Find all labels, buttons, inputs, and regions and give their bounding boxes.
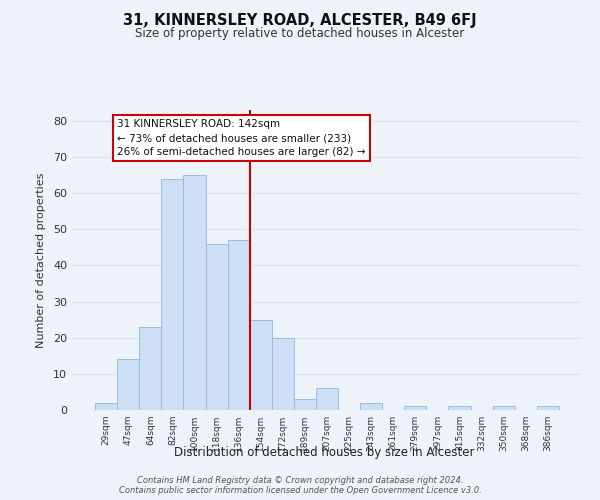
Text: 31, KINNERSLEY ROAD, ALCESTER, B49 6FJ: 31, KINNERSLEY ROAD, ALCESTER, B49 6FJ [123, 12, 477, 28]
Bar [272, 338, 294, 410]
Bar [95, 403, 117, 410]
Bar [250, 320, 272, 410]
Text: Size of property relative to detached houses in Alcester: Size of property relative to detached ho… [136, 28, 464, 40]
Text: 31 KINNERSLEY ROAD: 142sqm
← 73% of detached houses are smaller (233)
26% of sem: 31 KINNERSLEY ROAD: 142sqm ← 73% of deta… [117, 119, 366, 157]
Bar [294, 399, 316, 410]
Bar [227, 240, 250, 410]
Bar [404, 406, 427, 410]
Bar [206, 244, 227, 410]
Bar [139, 327, 161, 410]
Bar [117, 360, 139, 410]
Bar [360, 403, 382, 410]
Text: Contains HM Land Registry data © Crown copyright and database right 2024.
Contai: Contains HM Land Registry data © Crown c… [119, 476, 481, 495]
Bar [493, 406, 515, 410]
Bar [316, 388, 338, 410]
Y-axis label: Number of detached properties: Number of detached properties [36, 172, 46, 348]
Bar [537, 406, 559, 410]
Bar [161, 178, 184, 410]
Bar [184, 175, 206, 410]
Bar [448, 406, 470, 410]
Text: Distribution of detached houses by size in Alcester: Distribution of detached houses by size … [174, 446, 474, 459]
